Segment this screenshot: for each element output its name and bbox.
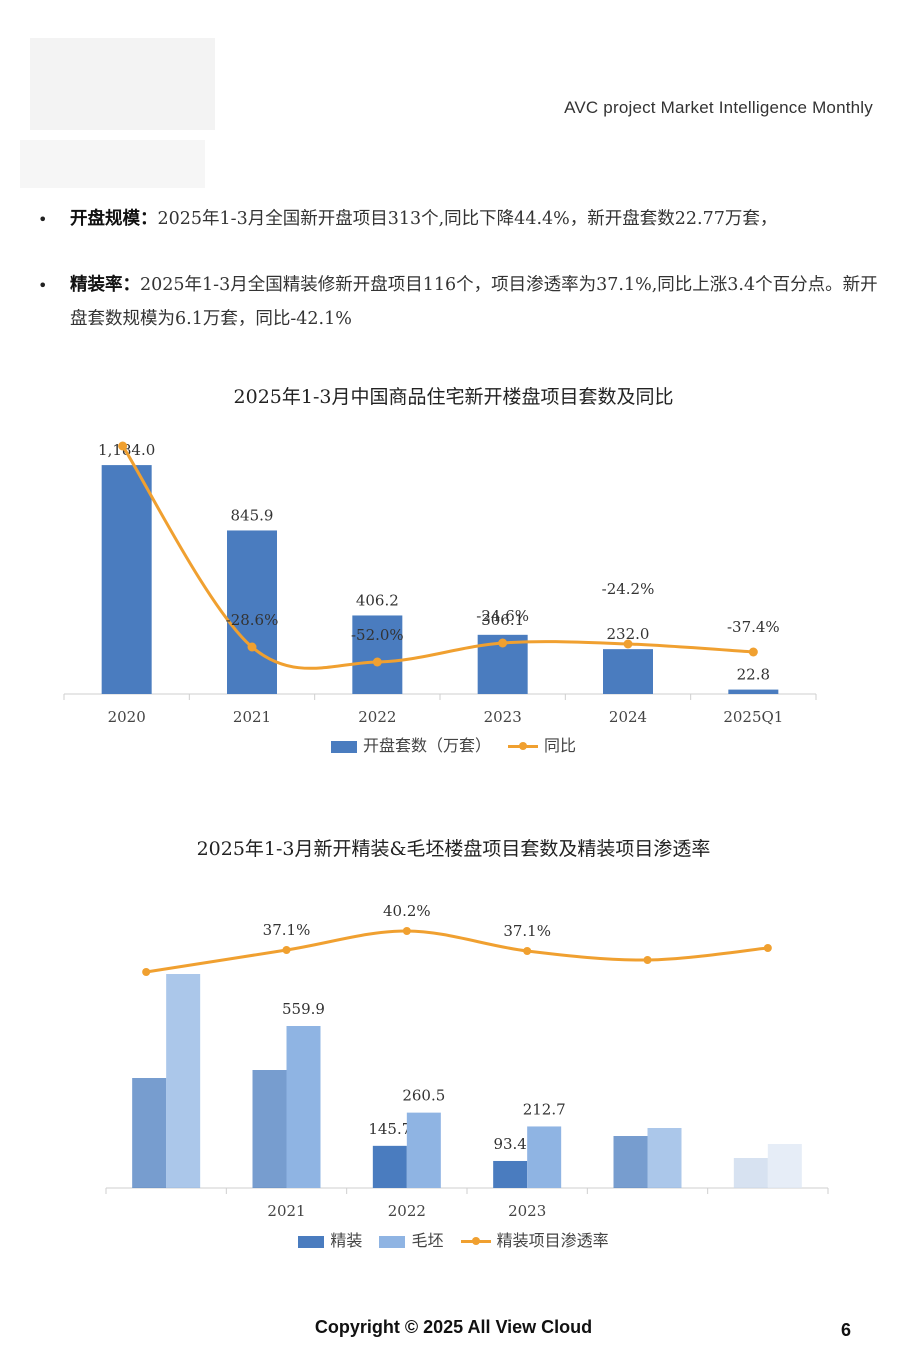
yoy-value-label: -37.4% <box>727 618 780 636</box>
bar-rough <box>406 1112 441 1188</box>
penetration-value-label: 40.2% <box>383 902 431 920</box>
x-tick-label: 2022 <box>388 1202 426 1220</box>
yoy-value-label: -24.2% <box>602 580 655 598</box>
bar-value-label: 406.2 <box>356 591 399 609</box>
x-tick-label: 2024 <box>609 708 647 726</box>
x-tick-label: 2025Q1 <box>723 708 783 726</box>
penetration-point <box>763 944 772 952</box>
x-tick-label: 2023 <box>484 708 522 726</box>
legend-item-rate: 精装项目渗透率 <box>460 1227 609 1251</box>
bar-value-label: 22.8 <box>737 666 770 684</box>
legend-label: 精装 <box>330 1231 363 1250</box>
legend-item-finished: 精装 <box>298 1227 362 1251</box>
bar-finished <box>493 1160 528 1188</box>
paragraph-label: 开盘规模： <box>70 209 158 229</box>
paragraph-opening-scale: 开盘规模：2025年1-3月全国新开盘项目313个,同比下降44.4%，新开盘套… <box>70 202 880 236</box>
penetration-point <box>643 956 652 964</box>
yoy-point <box>372 657 382 667</box>
obscured-bar <box>647 1128 682 1188</box>
legend-line-swatch <box>508 742 539 750</box>
yoy-value-label: -52.0% <box>351 626 404 644</box>
legend-swatch <box>330 740 357 753</box>
obscured-header-region <box>20 140 205 188</box>
penetration-line <box>145 929 768 974</box>
penetration-value-label: 37.1% <box>263 921 311 939</box>
x-tick-label: 2023 <box>508 1202 546 1220</box>
bar-value-label: 845.9 <box>231 506 274 524</box>
chart1-legend: 开盘套数（万套） 同比 <box>0 732 907 756</box>
yoy-point <box>748 647 758 657</box>
chart1-plot: 1,184.02020845.92021406.22022306.1202323… <box>63 441 817 726</box>
x-tick-label: 2021 <box>267 1202 305 1220</box>
legend-label: 开盘套数（万套） <box>362 736 491 755</box>
obscured-bar <box>166 974 201 1188</box>
chart1-title: 2025年1-3月中国商品住宅新开楼盘项目套数及同比 <box>233 386 674 408</box>
header-title: AVC project Market Intelligence Monthly <box>564 98 873 117</box>
legend-label: 精装项目渗透率 <box>496 1231 609 1250</box>
bar <box>101 465 152 694</box>
bar-rough <box>286 1026 321 1188</box>
bar-value-label: 260.5 <box>402 1087 445 1105</box>
bullet-icon: • <box>38 276 48 295</box>
legend-label: 毛坯 <box>411 1231 444 1250</box>
yoy-value-label: -24.6% <box>476 607 529 625</box>
bar-rough <box>527 1126 562 1188</box>
yoy-value-label: -28.6% <box>226 611 279 629</box>
bar-value-label: 232.0 <box>607 625 650 643</box>
legend-swatch <box>379 1235 406 1248</box>
x-tick-label: 2022 <box>358 708 396 726</box>
bar <box>227 530 277 694</box>
paragraph-text: 2025年1-3月全国精装修新开盘项目116个，项目渗透率为37.1%,同比上涨… <box>70 275 878 329</box>
chart2-legend: 精装 毛坯 精装项目渗透率 <box>0 1227 907 1251</box>
legend-item-rough: 毛坯 <box>379 1227 444 1251</box>
penetration-value-label: 37.1% <box>503 922 551 940</box>
bar-value-label: 212.7 <box>523 1100 566 1118</box>
obscured-bar <box>252 1070 287 1188</box>
legend-swatch <box>298 1235 325 1248</box>
chart2-plot: 2021 559.9 2022 145.7 260.5 2023 93.4 212.7 37.1… <box>105 902 829 1220</box>
bar-value-label: 93.4 <box>493 1135 526 1153</box>
bar-value-label: 306.1 <box>481 611 524 629</box>
penetration-point <box>402 927 411 935</box>
legend-line-swatch <box>460 1237 491 1245</box>
bar <box>352 615 403 694</box>
paragraph-label: 精装率： <box>70 275 140 295</box>
obscured-bar <box>733 1158 768 1188</box>
chart2-title: 2025年1-3月新开精装&毛坯楼盘项目套数及精装项目渗透率 <box>196 838 711 860</box>
bullet-icon: • <box>38 210 48 229</box>
bar-finished <box>372 1145 407 1188</box>
yoy-line <box>121 445 754 670</box>
bar-value-label: 559.9 <box>282 1000 325 1018</box>
penetration-point <box>282 946 291 954</box>
x-tick-label: 2020 <box>108 708 146 726</box>
legend-item-line: 同比 <box>508 732 576 756</box>
penetration-point <box>142 968 151 976</box>
obscured-bar <box>613 1136 648 1188</box>
bar-value-label: 145.7 <box>368 1120 411 1138</box>
paragraph-text: 2025年1-3月全国新开盘项目313个,同比下降44.4%，新开盘套数22.7… <box>157 209 778 229</box>
bar <box>728 689 779 694</box>
obscured-bar <box>132 1078 167 1188</box>
yoy-point <box>247 642 257 652</box>
obscured-logo-region <box>30 38 215 130</box>
page-number: 6 <box>840 1320 851 1340</box>
paragraph-finishing-rate: 精装率：2025年1-3月全国精装修新开盘项目116个，项目渗透率为37.1%,… <box>70 268 880 336</box>
footer-copyright: Copyright © 2025 All View Cloud <box>314 1317 593 1337</box>
legend-label: 同比 <box>544 736 577 755</box>
yoy-point <box>118 441 128 451</box>
yoy-point <box>498 638 508 648</box>
legend-item-bars: 开盘套数（万套） <box>330 732 491 756</box>
obscured-bar <box>767 1144 802 1188</box>
x-tick-label: 2021 <box>233 708 271 726</box>
bar <box>603 649 653 694</box>
yoy-point <box>623 639 633 649</box>
penetration-point <box>523 947 532 955</box>
